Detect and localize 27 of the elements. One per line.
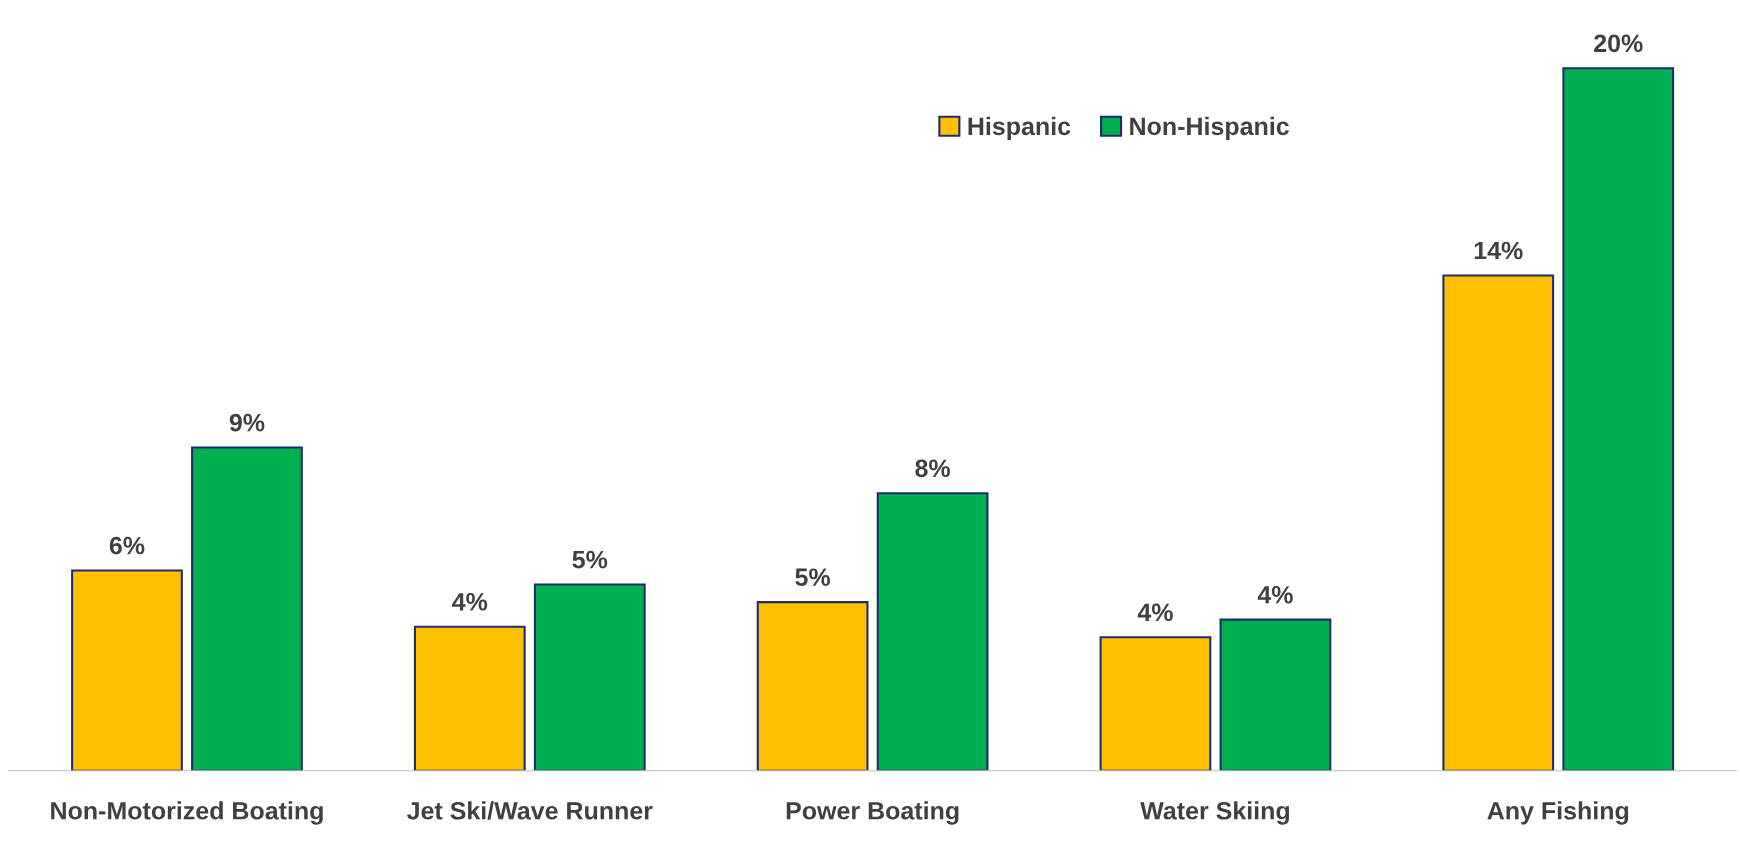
data-label: 5%: [572, 550, 608, 569]
data-label: 9%: [229, 413, 265, 432]
bar: [1219, 618, 1332, 771]
data-label: 6%: [109, 536, 145, 555]
bar: [533, 583, 646, 771]
x-tick-label: Jet Ski/Wave Runner: [406, 801, 653, 820]
bar: [1442, 274, 1555, 771]
bar: [1562, 67, 1675, 771]
legend-label: Hispanic: [968, 116, 1071, 141]
bar: [1099, 636, 1212, 771]
data-label: 8%: [915, 459, 951, 478]
bar: [756, 601, 869, 771]
x-tick-label: Non-Motorized Boating: [51, 801, 323, 825]
data-label: 5%: [795, 568, 831, 587]
data-label: 4%: [1257, 585, 1293, 604]
legend-label: Non-Hispanic: [1130, 116, 1289, 141]
data-label: 14%: [1474, 241, 1523, 260]
x-tick-label: Power Boating: [786, 801, 959, 825]
bar: [876, 492, 989, 771]
data-label: 4%: [1137, 603, 1173, 622]
x-tick-label: Water Skiing: [1140, 801, 1289, 825]
bar: [413, 625, 526, 771]
bar: [71, 569, 183, 771]
data-label: 20%: [1594, 34, 1643, 53]
data-label: 4%: [452, 592, 488, 611]
bar: [191, 446, 303, 771]
x-tick-label: Any Fishing: [1487, 801, 1629, 825]
